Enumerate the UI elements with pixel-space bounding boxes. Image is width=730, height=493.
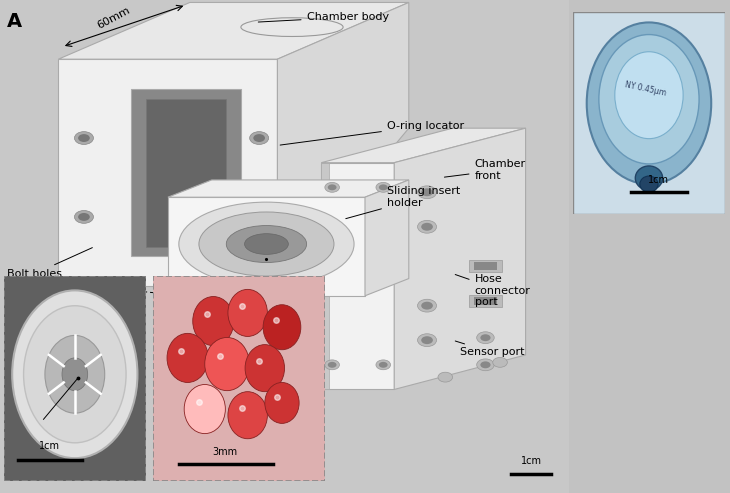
Ellipse shape [263,305,301,350]
Ellipse shape [193,296,234,346]
Bar [469,295,502,307]
Polygon shape [365,180,409,296]
Text: NY 0.45μm: NY 0.45μm [624,80,667,98]
Ellipse shape [184,385,226,434]
Text: 1cm: 1cm [648,175,669,185]
Circle shape [253,134,265,142]
Ellipse shape [226,226,307,262]
Text: 3mm: 3mm [212,447,238,457]
Ellipse shape [179,202,354,286]
Ellipse shape [45,335,104,413]
Text: Bolt holes: Bolt holes [7,247,93,279]
Ellipse shape [587,23,711,184]
Circle shape [477,359,494,371]
Ellipse shape [245,345,285,391]
Polygon shape [321,163,394,389]
Circle shape [379,362,388,368]
Circle shape [74,211,93,223]
Circle shape [250,211,269,223]
Circle shape [328,184,337,190]
Circle shape [418,299,437,312]
Ellipse shape [199,212,334,276]
Circle shape [418,220,437,233]
Circle shape [421,188,433,196]
Polygon shape [321,128,526,163]
Circle shape [379,184,388,190]
Polygon shape [321,163,328,389]
Text: C: C [157,279,172,298]
Polygon shape [168,197,365,296]
Polygon shape [58,2,409,59]
Ellipse shape [640,176,658,192]
Circle shape [418,334,437,347]
Circle shape [477,332,494,344]
Ellipse shape [265,383,299,423]
Text: 60mm: 60mm [95,5,131,31]
Ellipse shape [62,358,88,390]
Ellipse shape [245,234,288,254]
Ellipse shape [615,52,683,139]
Text: Chamber
front: Chamber front [445,159,526,181]
Circle shape [493,357,507,367]
Ellipse shape [167,333,208,383]
Text: Hose
connector
port: Hose connector port [456,274,531,308]
Polygon shape [168,180,409,197]
Polygon shape [277,2,409,286]
Bar [474,297,497,305]
Circle shape [328,362,337,368]
Bar [469,260,502,272]
Polygon shape [58,59,277,286]
Bar [474,262,497,270]
Text: Chamber body: Chamber body [258,12,388,22]
Text: D: D [577,15,593,34]
Circle shape [78,213,90,221]
Circle shape [480,334,491,341]
Circle shape [78,134,90,142]
Circle shape [421,223,433,231]
Circle shape [376,360,391,370]
Circle shape [421,336,433,344]
Circle shape [74,132,93,144]
Text: 1cm: 1cm [39,441,61,451]
Circle shape [376,182,391,192]
Ellipse shape [204,338,250,390]
Circle shape [480,361,491,368]
Bar [0,0,569,493]
Circle shape [253,213,265,221]
Text: Sliding insert
holder: Sliding insert holder [346,186,460,218]
Text: Sensor port: Sensor port [456,341,524,357]
Text: 1cm: 1cm [521,456,542,466]
Text: O-ring locator: O-ring locator [280,121,464,145]
Circle shape [250,132,269,144]
Polygon shape [394,128,526,389]
Circle shape [325,182,339,192]
Circle shape [421,302,433,310]
Text: A: A [7,12,23,32]
Circle shape [325,360,339,370]
Ellipse shape [228,391,267,439]
Ellipse shape [12,290,137,458]
Ellipse shape [228,289,267,336]
Polygon shape [146,99,226,246]
Ellipse shape [599,35,699,164]
Ellipse shape [635,166,663,190]
Polygon shape [131,89,241,256]
Circle shape [438,372,453,382]
Ellipse shape [23,306,126,443]
Text: B: B [7,279,22,298]
Circle shape [418,186,437,199]
